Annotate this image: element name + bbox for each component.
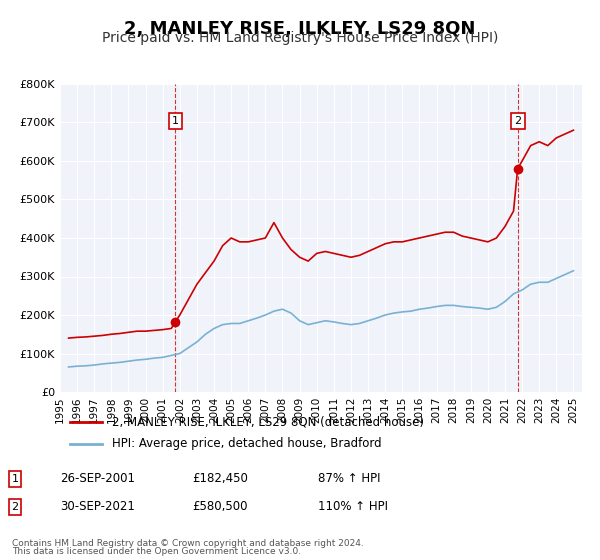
Text: 2, MANLEY RISE, ILKLEY, LS29 8QN (detached house): 2, MANLEY RISE, ILKLEY, LS29 8QN (detach…: [112, 415, 424, 428]
Text: £182,450: £182,450: [192, 472, 248, 486]
Text: 1: 1: [11, 474, 19, 484]
Text: £580,500: £580,500: [192, 500, 248, 514]
Text: 2: 2: [514, 116, 521, 126]
Text: 30-SEP-2021: 30-SEP-2021: [60, 500, 135, 514]
Text: 87% ↑ HPI: 87% ↑ HPI: [318, 472, 380, 486]
Text: Contains HM Land Registry data © Crown copyright and database right 2024.: Contains HM Land Registry data © Crown c…: [12, 539, 364, 548]
Text: 26-SEP-2001: 26-SEP-2001: [60, 472, 135, 486]
Text: Price paid vs. HM Land Registry's House Price Index (HPI): Price paid vs. HM Land Registry's House …: [102, 31, 498, 45]
Text: 2: 2: [11, 502, 19, 512]
Text: This data is licensed under the Open Government Licence v3.0.: This data is licensed under the Open Gov…: [12, 547, 301, 556]
Text: 1: 1: [172, 116, 179, 126]
Text: 110% ↑ HPI: 110% ↑ HPI: [318, 500, 388, 514]
Text: HPI: Average price, detached house, Bradford: HPI: Average price, detached house, Brad…: [112, 437, 382, 450]
Text: 2, MANLEY RISE, ILKLEY, LS29 8QN: 2, MANLEY RISE, ILKLEY, LS29 8QN: [124, 20, 476, 38]
